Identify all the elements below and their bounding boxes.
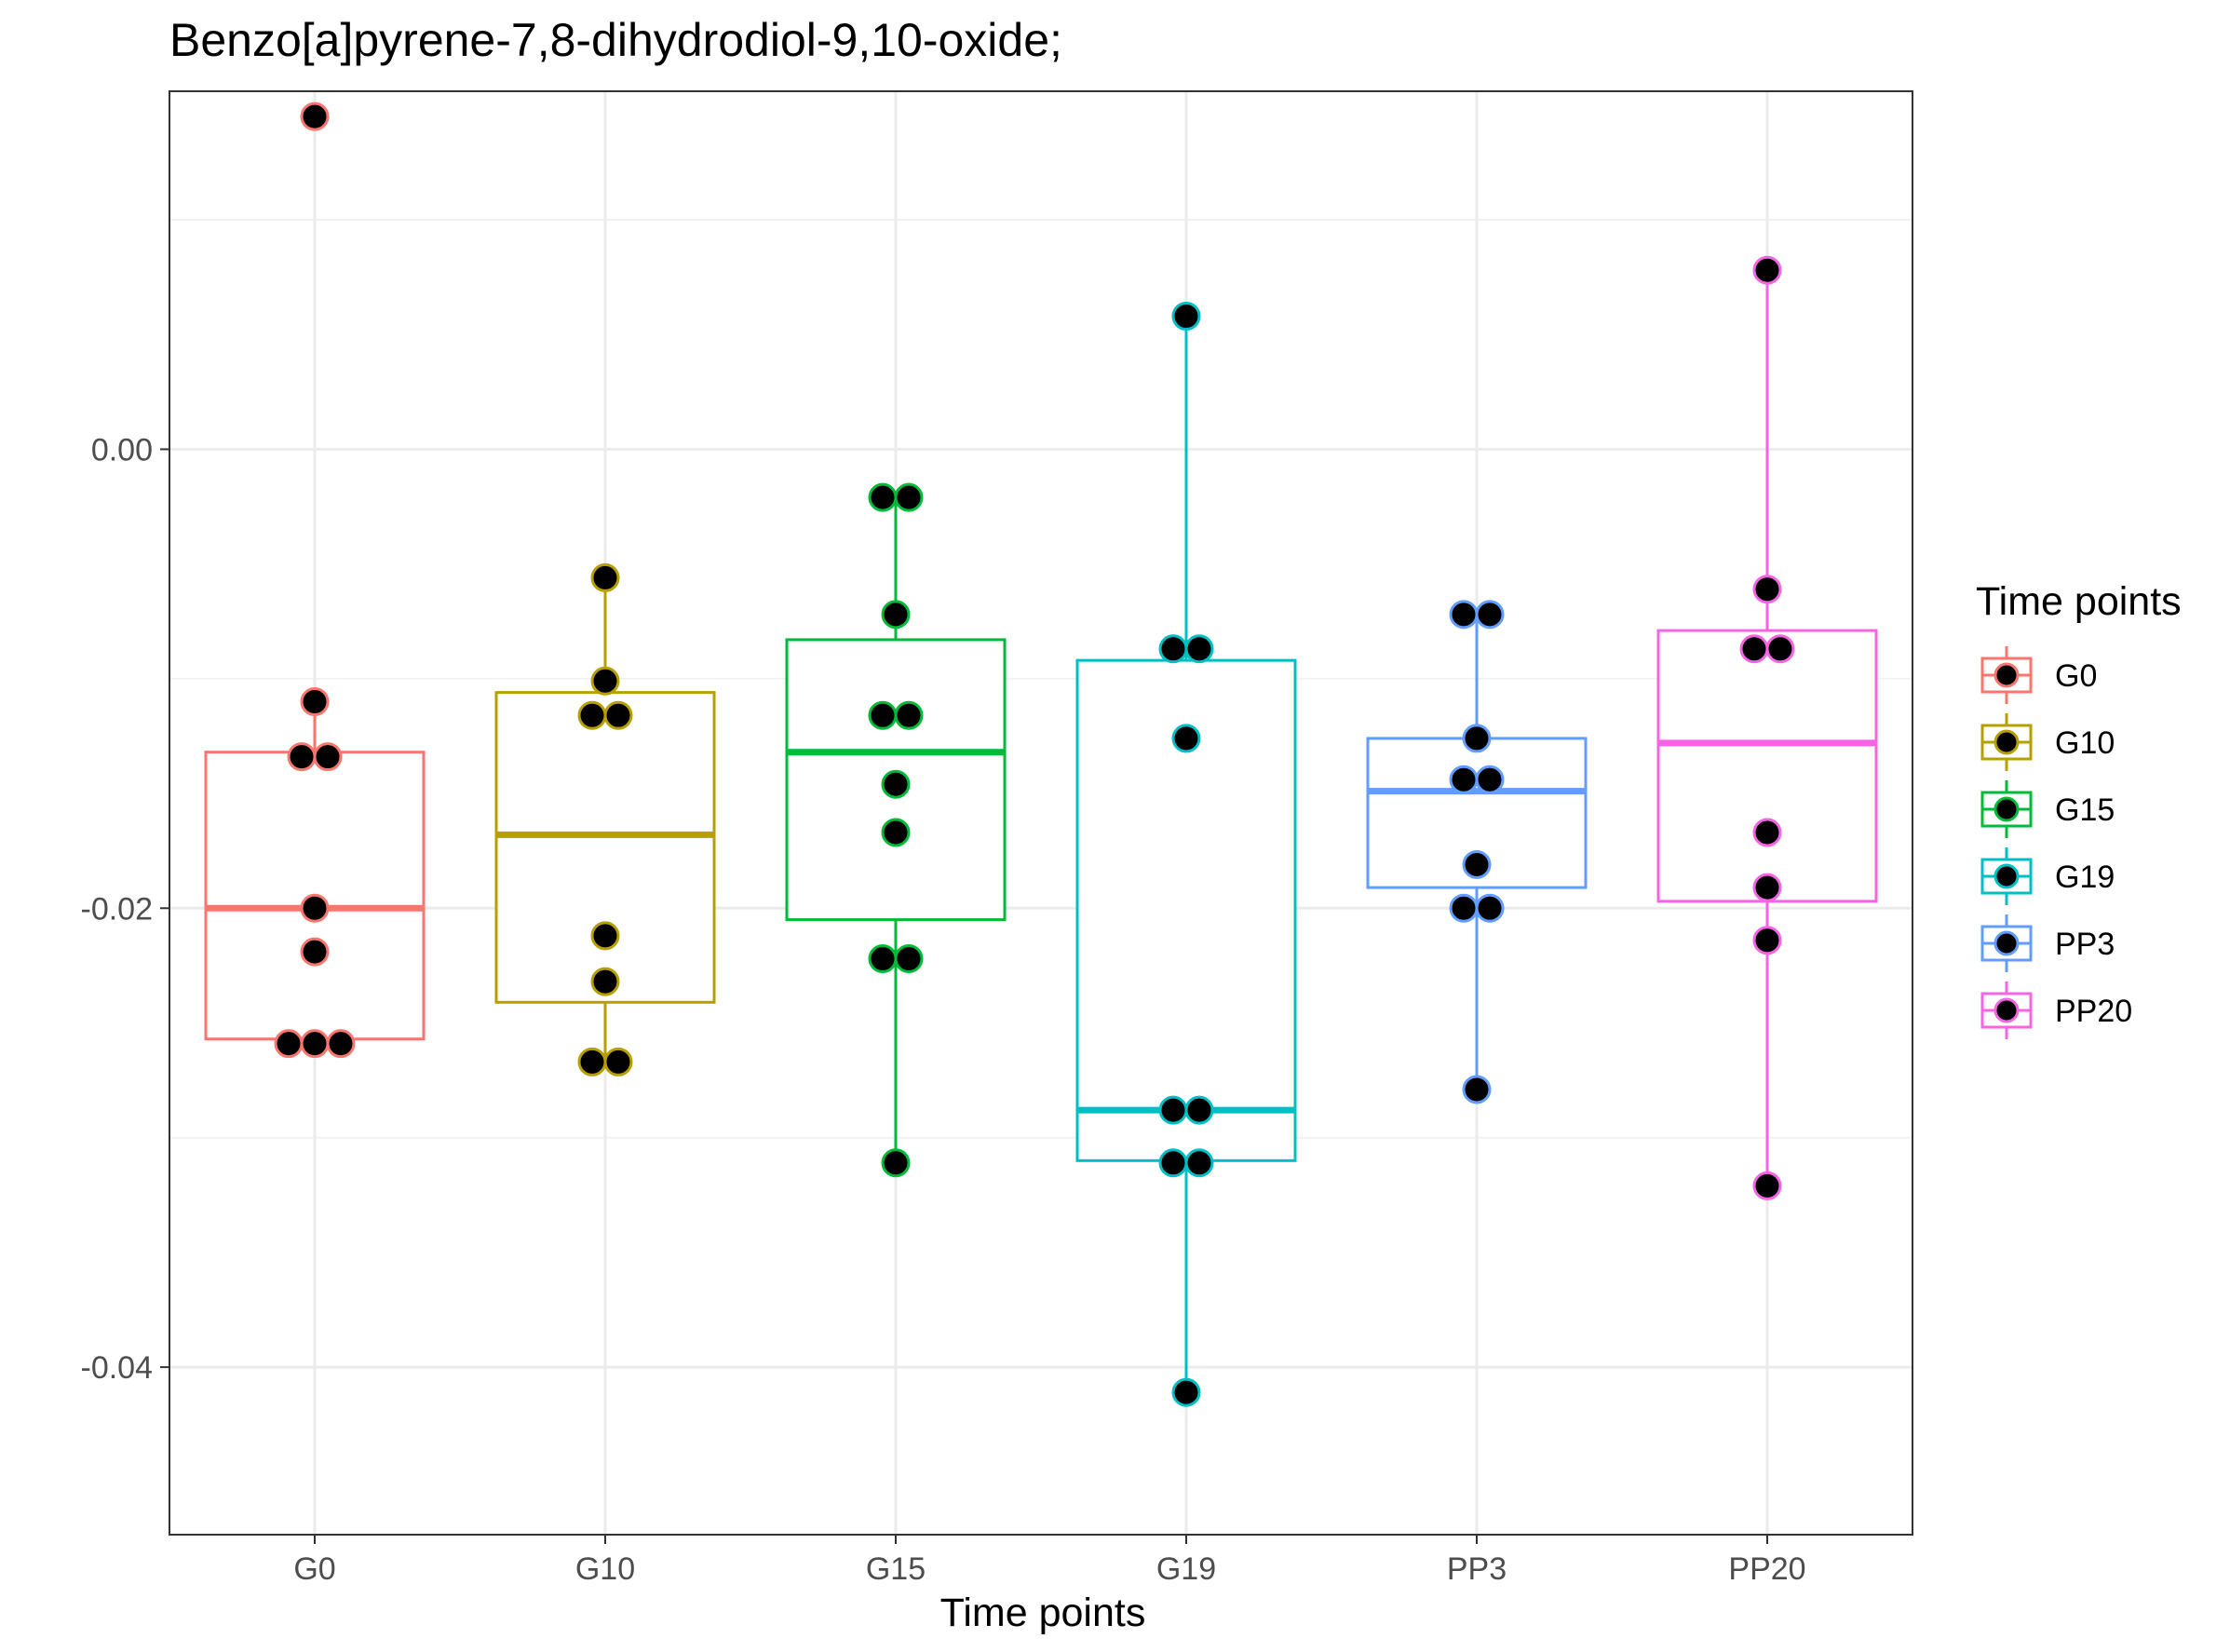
data-point-PP3: [1449, 600, 1479, 630]
x-axis-title: Time points: [940, 1591, 1146, 1635]
legend-key-point: [1993, 796, 2020, 822]
legend-label: G15: [2055, 792, 2115, 828]
data-point-PP20: [1752, 873, 1782, 902]
legend: Time points G0 G10 G15 G19 PP3 PP20: [1976, 579, 2182, 1039]
data-point-PP3: [1462, 724, 1492, 753]
legend-label: G19: [2055, 860, 2115, 895]
data-point-G10: [590, 967, 620, 996]
legend-key-point: [1993, 662, 2020, 688]
data-point-G15: [881, 1148, 911, 1178]
legend-label: PP3: [2055, 927, 2115, 962]
panel-background: [169, 91, 1912, 1535]
legend-key-point: [1993, 729, 2020, 755]
x-tick-label: G0: [293, 1551, 335, 1587]
data-point-G0: [326, 1029, 356, 1059]
x-tick-label: PP20: [1728, 1551, 1805, 1587]
data-point-G19: [1184, 634, 1214, 664]
data-point-G0: [300, 102, 330, 131]
legend-key-point: [1993, 997, 2020, 1023]
data-point-PP3: [1475, 600, 1505, 630]
y-tick-label: 0.00: [91, 432, 153, 467]
data-point-G15: [881, 600, 911, 630]
legend-title: Time points: [1976, 579, 2182, 624]
data-point-PP20: [1765, 634, 1795, 664]
data-point-G15: [894, 700, 924, 730]
data-point-G19: [1171, 724, 1201, 753]
data-point-G19: [1171, 301, 1201, 331]
data-point-G10: [590, 562, 620, 592]
data-point-G19: [1184, 1095, 1214, 1125]
data-point-G10: [603, 700, 633, 730]
legend-key-point: [1993, 863, 2020, 889]
box-G10: [494, 691, 716, 1004]
x-tick-label: PP3: [1447, 1551, 1507, 1587]
data-point-PP20: [1739, 634, 1769, 664]
chart-title: Benzo[a]pyrene-7,8-dihydrodiol-9,10-oxid…: [169, 14, 1062, 66]
data-point-G0: [274, 1029, 304, 1059]
data-point-G15: [894, 943, 924, 973]
panel-border: [169, 90, 1913, 1536]
data-point-G0: [300, 937, 330, 967]
legend-label: G10: [2055, 725, 2115, 761]
data-point-G0: [287, 742, 317, 772]
data-point-G10: [603, 1047, 633, 1077]
data-point-G15: [868, 482, 898, 512]
data-point-G15: [868, 700, 898, 730]
data-point-G15: [881, 818, 911, 847]
data-point-G10: [577, 1047, 607, 1077]
data-point-PP20: [1752, 926, 1782, 955]
x-tick-label: G19: [1156, 1551, 1216, 1587]
data-point-G19: [1158, 1095, 1188, 1125]
data-point-G19: [1184, 1148, 1214, 1178]
data-point-G10: [590, 921, 620, 951]
plot-panel: 0.00 -0.02 -0.04 G0 G10 G15 G19 PP3 PP20: [81, 90, 1913, 1587]
data-point-G19: [1158, 1148, 1188, 1178]
data-point-PP3: [1462, 1075, 1492, 1104]
data-point-G15: [868, 943, 898, 973]
data-point-G0: [313, 742, 343, 772]
data-point-PP20: [1752, 255, 1782, 285]
x-tick-label: G10: [575, 1551, 635, 1587]
data-point-G10: [577, 700, 607, 730]
x-tick-label: G15: [866, 1551, 926, 1587]
legend-label: PP20: [2055, 994, 2132, 1029]
data-point-G10: [590, 666, 620, 696]
y-tick-label: -0.04: [81, 1350, 154, 1386]
data-point-PP3: [1449, 893, 1479, 923]
data-point-G19: [1171, 1377, 1201, 1407]
data-point-G0: [300, 1029, 330, 1059]
data-point-PP3: [1449, 765, 1479, 794]
data-point-PP20: [1752, 575, 1782, 604]
data-point-PP3: [1475, 893, 1505, 923]
data-point-G19: [1158, 634, 1188, 664]
data-point-PP3: [1462, 849, 1492, 879]
data-point-G0: [300, 893, 330, 923]
legend-label: G0: [2055, 658, 2097, 694]
data-point-PP20: [1752, 1171, 1782, 1200]
data-point-PP20: [1752, 818, 1782, 847]
data-point-G15: [881, 769, 911, 799]
data-point-G15: [894, 482, 924, 512]
y-tick-label: -0.02: [81, 891, 154, 927]
box-PP20: [1656, 629, 1878, 903]
data-point-PP3: [1475, 765, 1505, 794]
data-point-G0: [300, 686, 330, 716]
legend-key-point: [1993, 930, 2020, 956]
